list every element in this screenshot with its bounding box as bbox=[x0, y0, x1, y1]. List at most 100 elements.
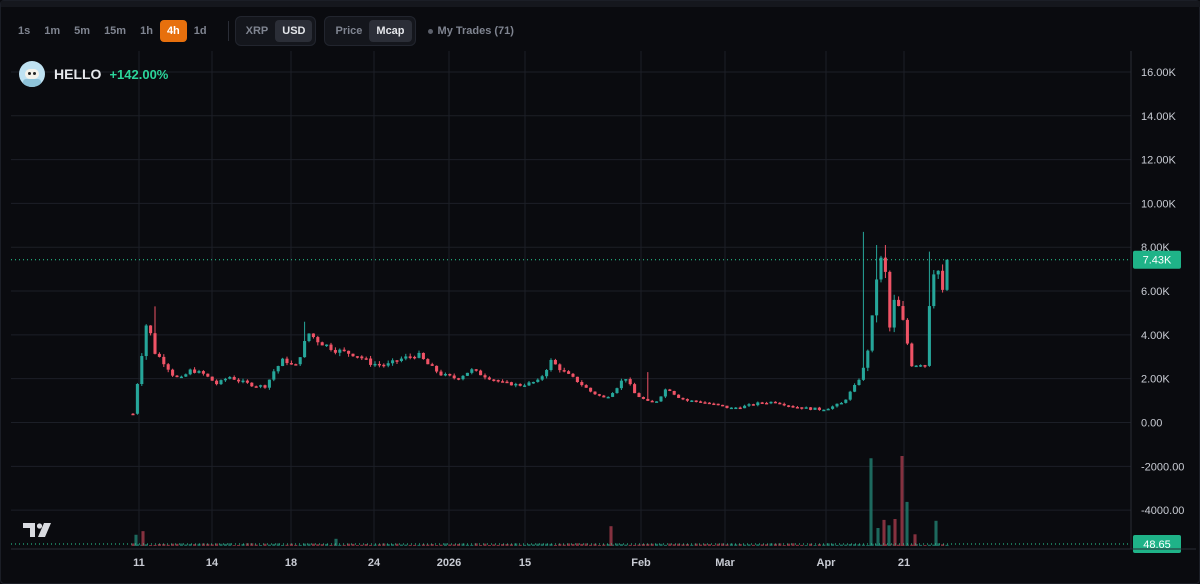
currency-usd-button[interactable]: USD bbox=[275, 20, 313, 42]
volume-bar bbox=[813, 545, 817, 546]
candle-body bbox=[518, 383, 522, 386]
volume-bar bbox=[263, 543, 267, 546]
volume-bar bbox=[426, 544, 430, 546]
currency-xrp-button[interactable]: XRP bbox=[245, 25, 269, 37]
volume-bar bbox=[430, 544, 434, 546]
candle-body bbox=[888, 271, 892, 328]
candle-body bbox=[791, 406, 795, 408]
volume-spike bbox=[334, 538, 338, 546]
volume-bar bbox=[289, 543, 293, 546]
y-tick-label: -2000.00 bbox=[1141, 461, 1184, 473]
volume-bar bbox=[866, 545, 870, 546]
volume-bar bbox=[751, 544, 755, 546]
candle-body bbox=[919, 365, 923, 367]
candle-body bbox=[769, 401, 773, 404]
candle-body bbox=[294, 364, 298, 366]
last-price-badge bbox=[1133, 250, 1181, 269]
volume-bar bbox=[804, 545, 808, 546]
candle-body bbox=[193, 369, 197, 373]
volume-bar bbox=[351, 543, 355, 546]
volume-bar bbox=[619, 544, 623, 546]
my-trades-toggle[interactable]: My Trades (71) bbox=[424, 25, 518, 37]
candle-body bbox=[188, 369, 192, 375]
candle-body bbox=[580, 382, 584, 386]
candle-body bbox=[439, 371, 443, 376]
y-axis: 16.00K14.00K12.00K10.00K8.00K6.00K4.00K2… bbox=[1130, 51, 1184, 553]
volume-bar bbox=[773, 543, 777, 546]
price-lines bbox=[11, 259, 1131, 545]
volume-bar bbox=[408, 544, 412, 546]
candle-body bbox=[351, 353, 355, 357]
interval-15m-button[interactable]: 15m bbox=[104, 25, 127, 37]
volume-bar bbox=[593, 543, 597, 546]
interval-5m-button[interactable]: 5m bbox=[74, 25, 91, 37]
volume-bar bbox=[391, 544, 395, 546]
volume-bar bbox=[668, 543, 672, 546]
candle-body bbox=[272, 371, 276, 380]
interval-1m-button[interactable]: 1m bbox=[44, 25, 61, 37]
x-tick-label: Feb bbox=[631, 557, 651, 569]
candle-body bbox=[927, 306, 931, 366]
volume-bar bbox=[721, 543, 725, 546]
volume-bar bbox=[681, 544, 685, 546]
volume-bar bbox=[325, 543, 329, 546]
candle-body bbox=[470, 369, 474, 373]
volume-bar bbox=[175, 543, 179, 546]
volume-bar bbox=[567, 543, 571, 546]
candle-body bbox=[347, 350, 351, 354]
candle-body bbox=[901, 306, 905, 320]
candle-body bbox=[342, 349, 346, 352]
volume-bar bbox=[435, 545, 439, 546]
candle-body bbox=[866, 350, 870, 368]
candle-body bbox=[765, 402, 769, 405]
volume-bar bbox=[897, 544, 901, 546]
candle-body bbox=[879, 257, 883, 280]
candle-body bbox=[659, 396, 663, 402]
candle-body bbox=[501, 381, 505, 383]
candle-body bbox=[452, 375, 456, 379]
interval-1s-button[interactable]: 1s bbox=[18, 25, 31, 37]
candle-body bbox=[606, 396, 610, 399]
candle-body bbox=[474, 369, 478, 371]
candle-body bbox=[655, 401, 659, 403]
candle-body bbox=[417, 352, 421, 358]
candle-body bbox=[584, 385, 588, 388]
volume-bar bbox=[743, 544, 747, 546]
volume-bar bbox=[439, 544, 443, 546]
candle-body bbox=[703, 402, 707, 404]
candle-body bbox=[131, 413, 135, 416]
candle-body bbox=[364, 358, 368, 360]
tradingview-logo-icon[interactable] bbox=[23, 521, 53, 544]
candle-body bbox=[848, 391, 852, 400]
candle-body bbox=[602, 395, 606, 398]
volume-spike bbox=[893, 519, 897, 546]
volume-spike bbox=[900, 456, 904, 546]
y-tick-label: -4000.00 bbox=[1141, 505, 1184, 517]
volume-bar bbox=[615, 543, 619, 546]
volume-spike bbox=[609, 526, 613, 546]
mode-price-button[interactable]: Price bbox=[335, 25, 363, 37]
volume-bar bbox=[342, 544, 346, 546]
interval-1h-button[interactable]: 1h bbox=[140, 25, 153, 37]
candle-body bbox=[399, 358, 403, 362]
volume-bar bbox=[633, 544, 637, 546]
interval-1d-button[interactable]: 1d bbox=[193, 25, 207, 37]
candle-body bbox=[760, 402, 764, 404]
y-tick-label: 12.00K bbox=[1141, 155, 1177, 167]
volume-bar bbox=[298, 544, 302, 546]
volume-bar bbox=[153, 544, 157, 546]
volume-bar bbox=[787, 543, 791, 546]
interval-4h-button[interactable]: 4h bbox=[159, 20, 187, 42]
candle-body bbox=[668, 389, 672, 391]
volume-bar bbox=[637, 544, 641, 546]
candle-body bbox=[712, 403, 716, 406]
volume-bar bbox=[320, 544, 324, 546]
candle-body bbox=[210, 376, 214, 381]
mode-mcap-button[interactable]: Mcap bbox=[369, 20, 412, 42]
chart-area[interactable]: 16.00K 14.00K 12.00K 10.00K 8.00K 6.00K 4.00K 2… bbox=[11, 51, 1196, 581]
candle-body bbox=[144, 325, 148, 357]
volume-bar bbox=[237, 544, 241, 546]
volume-bar bbox=[276, 543, 280, 546]
candle-body bbox=[483, 375, 487, 378]
candlestick-chart[interactable]: 16.00K14.00K12.00K10.00K8.00K6.00K4.00K2… bbox=[11, 51, 1196, 581]
